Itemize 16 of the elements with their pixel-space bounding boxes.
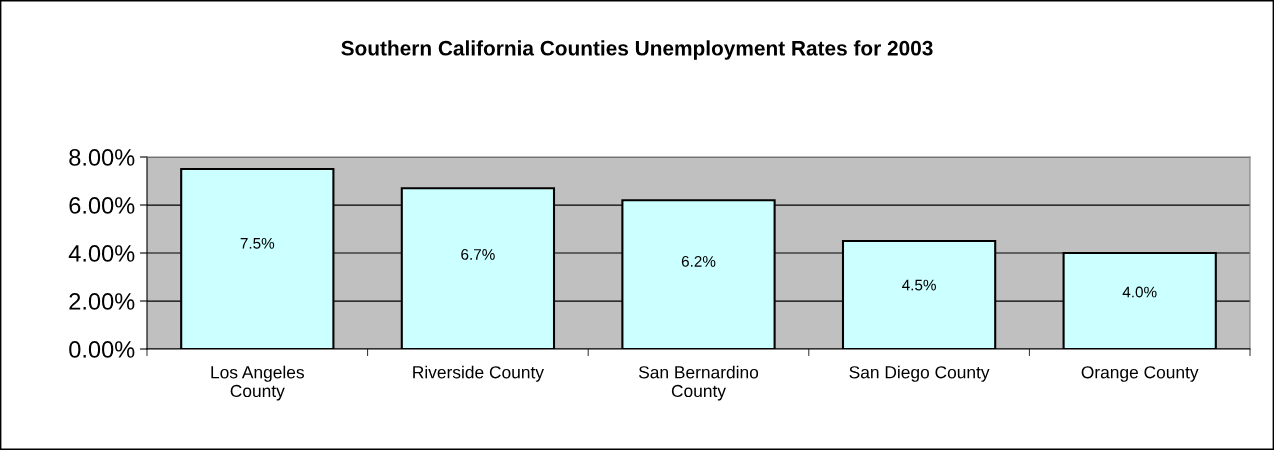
data-label: 4.0% — [1122, 286, 1157, 298]
y-tick-label: 6.00% — [69, 197, 135, 214]
y-tick-label: 8.00% — [69, 149, 135, 166]
x-tick-label: Riverside County — [413, 365, 544, 382]
data-label: 4.5% — [902, 279, 936, 291]
data-label: 7.5% — [240, 237, 275, 249]
data-label: 6.7% — [461, 249, 495, 260]
x-tick-label: San Diego County — [849, 365, 990, 382]
y-tick-label: 2.00% — [69, 293, 135, 310]
x-tick-label: Los Angeles County — [211, 365, 304, 401]
x-tick-label: San Bernardino County — [638, 365, 759, 401]
data-label: 6.2% — [681, 255, 716, 267]
y-tick-label: 4.00% — [68, 245, 135, 262]
chart-title: Southern California Counties Unemployment Rates for 2003 — [341, 40, 933, 60]
y-tick-label: 0.00% — [69, 341, 135, 358]
x-tick-label: Orange County — [1081, 366, 1199, 382]
